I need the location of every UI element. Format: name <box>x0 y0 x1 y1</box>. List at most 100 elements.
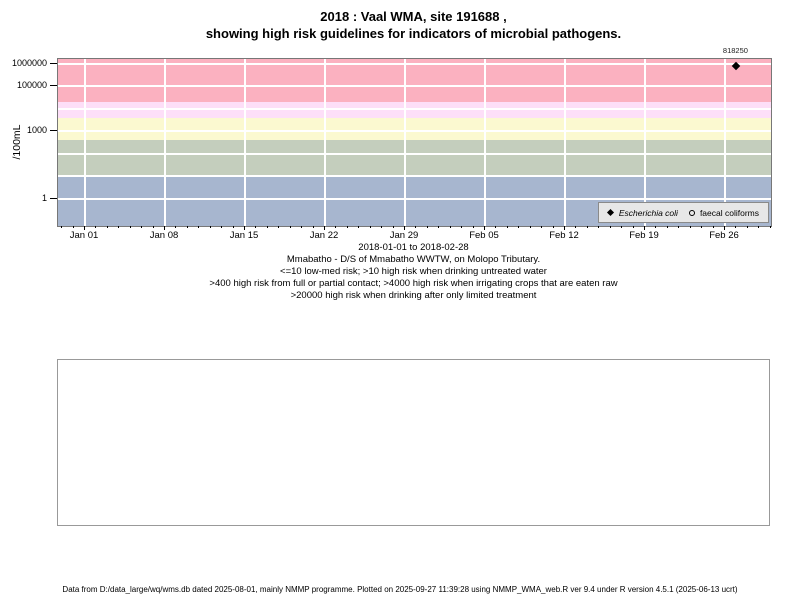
x-axis-tick <box>644 226 645 230</box>
x-axis-label: Jan 15 <box>229 230 259 241</box>
v-gridline <box>484 59 486 226</box>
footer-text: Data from D:/data_large/wq/wms.db dated … <box>62 585 738 594</box>
caption-risk-line3: >20000 high risk when drinking after onl… <box>290 290 537 301</box>
x-axis-tick <box>655 226 657 228</box>
x-axis-tick <box>129 226 131 228</box>
x-axis-label: Jan 29 <box>389 230 419 241</box>
h-gridline <box>58 85 771 88</box>
x-axis-label: Jan 22 <box>309 230 339 241</box>
x-axis-tick <box>221 226 223 228</box>
x-axis-label: Jan 08 <box>149 230 179 241</box>
y-axis-tick <box>50 197 57 199</box>
h-gridline <box>58 197 771 200</box>
risk-band <box>58 59 771 103</box>
x-axis-tick <box>586 226 588 228</box>
x-axis-tick <box>724 226 725 230</box>
x-axis-tick <box>324 226 325 230</box>
y-axis-tick <box>50 62 57 64</box>
v-gridline <box>724 59 726 226</box>
x-axis-tick <box>106 226 108 228</box>
v-gridline <box>164 59 166 226</box>
risk-band <box>58 117 771 141</box>
x-axis-tick <box>506 226 508 228</box>
x-axis-tick <box>278 226 280 228</box>
legend-item: Escherichia coli <box>606 207 678 218</box>
x-axis-tick <box>255 226 257 228</box>
x-axis-tick <box>369 226 371 228</box>
x-axis-tick <box>746 226 748 228</box>
x-axis-tick <box>678 226 680 228</box>
x-axis-label: Feb 26 <box>709 230 739 241</box>
x-axis-label: Jan 01 <box>69 230 99 241</box>
x-axis-tick <box>552 226 554 228</box>
y-axis-tick <box>50 85 57 87</box>
x-axis-tick <box>449 226 451 228</box>
h-gridline <box>58 62 771 65</box>
x-axis-tick <box>689 226 691 228</box>
x-axis-tick <box>312 226 314 228</box>
chart-title-line2: showing high risk guidelines for indicat… <box>205 25 622 41</box>
x-axis-tick <box>335 226 337 228</box>
chart-title-line1: 2018 : Vaal WMA, site 191688 , <box>320 9 507 24</box>
caption-risk-line1: <=10 low-med risk; >10 high risk when dr… <box>280 266 547 277</box>
h-gridline <box>58 107 771 110</box>
x-axis-label: Feb 19 <box>629 230 659 241</box>
x-axis-tick <box>244 226 245 230</box>
x-axis-tick <box>564 226 565 230</box>
open-circle-icon <box>688 209 695 216</box>
x-axis-tick <box>712 226 714 228</box>
y-axis-tick <box>50 130 57 132</box>
y-axis-label: 1000000 <box>11 57 47 68</box>
h-gridline <box>58 175 771 178</box>
x-axis-tick <box>415 226 417 228</box>
x-axis-tick <box>621 226 623 228</box>
x-axis-tick <box>266 226 268 228</box>
x-axis-tick <box>426 226 428 228</box>
x-axis-tick <box>484 226 485 230</box>
x-axis-tick <box>461 226 463 228</box>
plot-area: Escherichia coli faecal coliforms <box>57 58 772 227</box>
x-axis-tick <box>609 226 611 228</box>
x-axis-tick <box>735 226 737 228</box>
v-gridline <box>644 59 646 226</box>
x-axis-tick <box>141 226 143 228</box>
x-axis-tick <box>209 226 211 228</box>
empty-panel <box>57 359 770 526</box>
x-axis-tick <box>95 226 97 228</box>
x-axis-tick <box>438 226 440 228</box>
data-point-value-label: 818250 <box>722 46 748 55</box>
x-axis-tick <box>164 226 165 230</box>
x-axis-tick <box>381 226 383 228</box>
x-axis-tick <box>769 226 771 228</box>
x-axis-tick <box>152 226 154 228</box>
x-axis-tick <box>358 226 360 228</box>
x-axis-tick <box>346 226 348 228</box>
x-axis-tick <box>301 226 303 228</box>
v-gridline <box>564 59 566 226</box>
chart-title: 2018 : Vaal WMA, site 191688 , showing h… <box>57 9 770 42</box>
caption-date-range: 2018-01-01 to 2018-02-28 <box>358 242 469 253</box>
risk-band <box>58 140 771 177</box>
x-axis-tick <box>232 226 234 228</box>
x-axis-tick <box>84 226 85 230</box>
x-axis-tick <box>518 226 520 228</box>
x-axis-tick <box>575 226 577 228</box>
x-axis-tick <box>404 226 405 230</box>
x-axis-tick <box>186 226 188 228</box>
x-axis-tick <box>175 226 177 228</box>
x-axis-tick <box>632 226 634 228</box>
legend: Escherichia coli faecal coliforms <box>597 202 769 223</box>
x-axis-tick <box>666 226 668 228</box>
legend-label: Escherichia coli <box>618 207 678 218</box>
caption-site-description: Mmabatho - D/S of Mmabatho WWTW, on Molo… <box>286 254 541 265</box>
x-axis-tick <box>541 226 543 228</box>
h-gridline <box>58 130 771 133</box>
h-gridline <box>58 152 771 155</box>
x-axis-tick <box>392 226 394 228</box>
x-axis-tick <box>529 226 531 228</box>
x-axis-label: Feb 12 <box>549 230 579 241</box>
x-axis-tick <box>701 226 703 228</box>
risk-band <box>58 102 771 118</box>
caption-block: 2018-01-01 to 2018-02-28 Mmabatho - D/S … <box>57 242 770 302</box>
